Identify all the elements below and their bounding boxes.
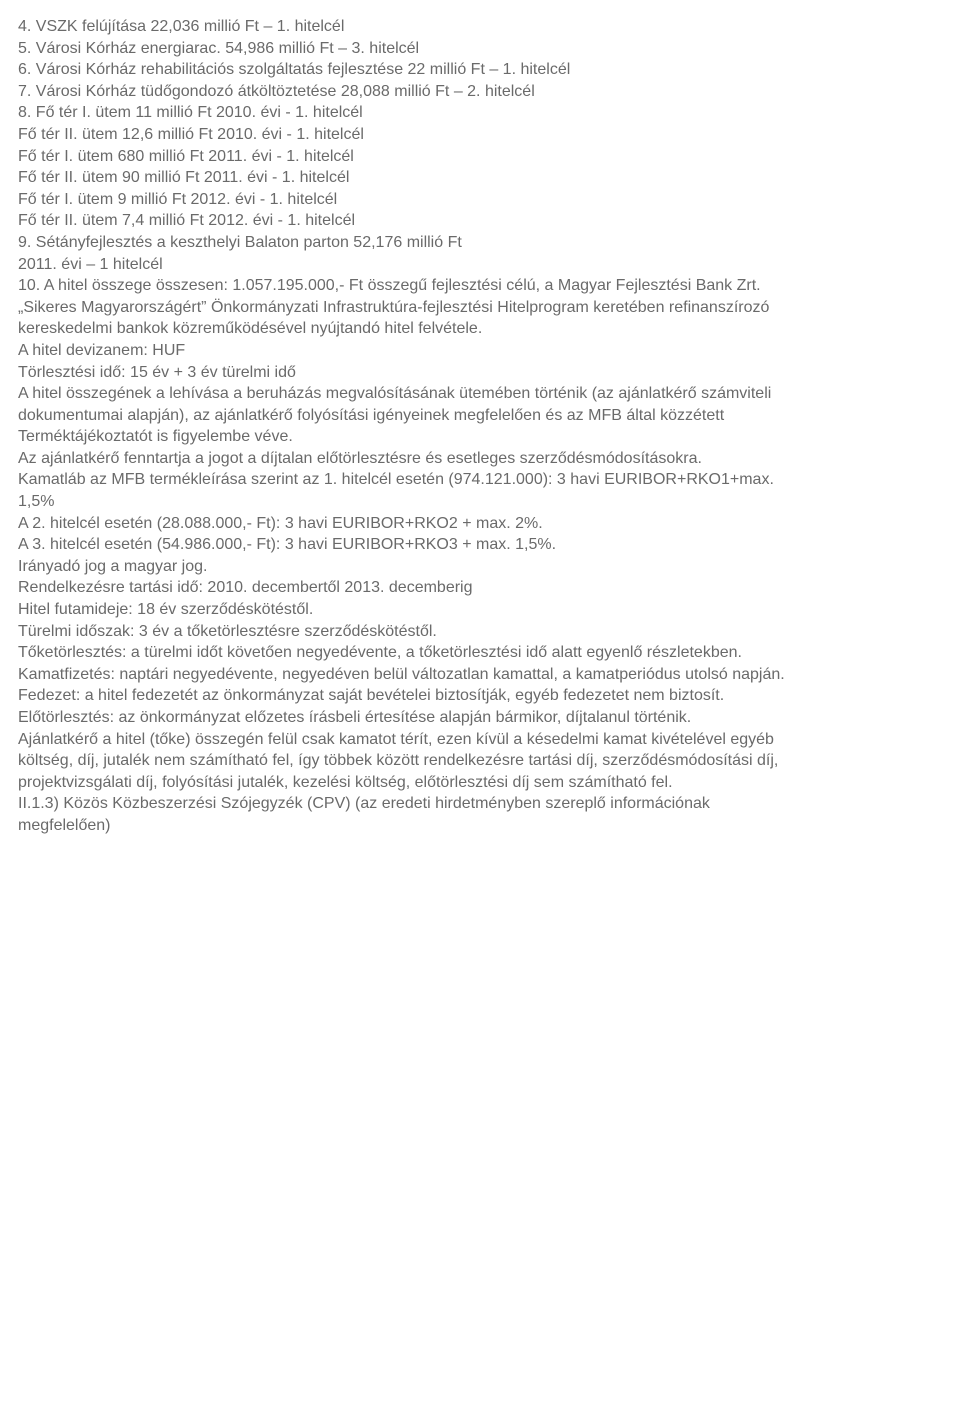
text-line: Kamatfizetés: naptári negyedévente, negy… [18,664,942,686]
text-line: Fő tér I. ütem 9 millió Ft 2012. évi - 1… [18,189,942,211]
text-line: 5. Városi Kórház energiarac. 54,986 mill… [18,38,942,60]
text-line: Fő tér II. ütem 7,4 millió Ft 2012. évi … [18,210,942,232]
text-line: Kamatláb az MFB termékleírása szerint az… [18,469,942,491]
text-line: 9. Sétányfejlesztés a keszthelyi Balaton… [18,232,942,254]
text-line: Türelmi időszak: 3 év a tőketörlesztésre… [18,621,942,643]
text-line: A 2. hitelcél esetén (28.088.000,- Ft): … [18,513,942,535]
text-line: A hitel összegének a lehívása a beruházá… [18,383,942,405]
text-line: „Sikeres Magyarországért” Önkormányzati … [18,297,942,319]
text-line: Fedezet: a hitel fedezetét az önkormányz… [18,685,942,707]
text-line: 7. Városi Kórház tüdőgondozó átköltöztet… [18,81,942,103]
text-line: Fő tér II. ütem 90 millió Ft 2011. évi -… [18,167,942,189]
text-line: 10. A hitel összege összesen: 1.057.195.… [18,275,942,297]
text-line: 2011. évi – 1 hitelcél [18,254,942,276]
text-line: Az ajánlatkérő fenntartja a jogot a díjt… [18,448,942,470]
text-line: 6. Városi Kórház rehabilitációs szolgált… [18,59,942,81]
text-line: Fő tér I. ütem 680 millió Ft 2011. évi -… [18,146,942,168]
text-line: Irányadó jog a magyar jog. [18,556,942,578]
text-line: projektvizsgálati díj, folyósítási jutal… [18,772,942,794]
text-line: A hitel devizanem: HUF [18,340,942,362]
text-line: megfelelően) [18,815,942,837]
text-line: dokumentumai alapján), az ajánlatkérő fo… [18,405,942,427]
text-line: Tőketörlesztés: a türelmi időt követően … [18,642,942,664]
text-line: Terméktájékoztatót is figyelembe véve. [18,426,942,448]
text-line: Törlesztési idő: 15 év + 3 év türelmi id… [18,362,942,384]
document-body: 4. VSZK felújítása 22,036 millió Ft – 1.… [18,16,942,837]
text-line: 4. VSZK felújítása 22,036 millió Ft – 1.… [18,16,942,38]
text-line: költség, díj, jutalék nem számítható fel… [18,750,942,772]
text-line: Fő tér II. ütem 12,6 millió Ft 2010. évi… [18,124,942,146]
text-line: II.1.3) Közös Közbeszerzési Szójegyzék (… [18,793,942,815]
text-line: Rendelkezésre tartási idő: 2010. decembe… [18,577,942,599]
text-line: A 3. hitelcél esetén (54.986.000,- Ft): … [18,534,942,556]
text-line: 8. Fő tér I. ütem 11 millió Ft 2010. évi… [18,102,942,124]
text-line: kereskedelmi bankok közreműködésével nyú… [18,318,942,340]
text-line: Előtörlesztés: az önkormányzat előzetes … [18,707,942,729]
text-line: Ajánlatkérő a hitel (tőke) összegén felü… [18,729,942,751]
text-line: Hitel futamideje: 18 év szerződéskötéstő… [18,599,942,621]
text-line: 1,5% [18,491,942,513]
